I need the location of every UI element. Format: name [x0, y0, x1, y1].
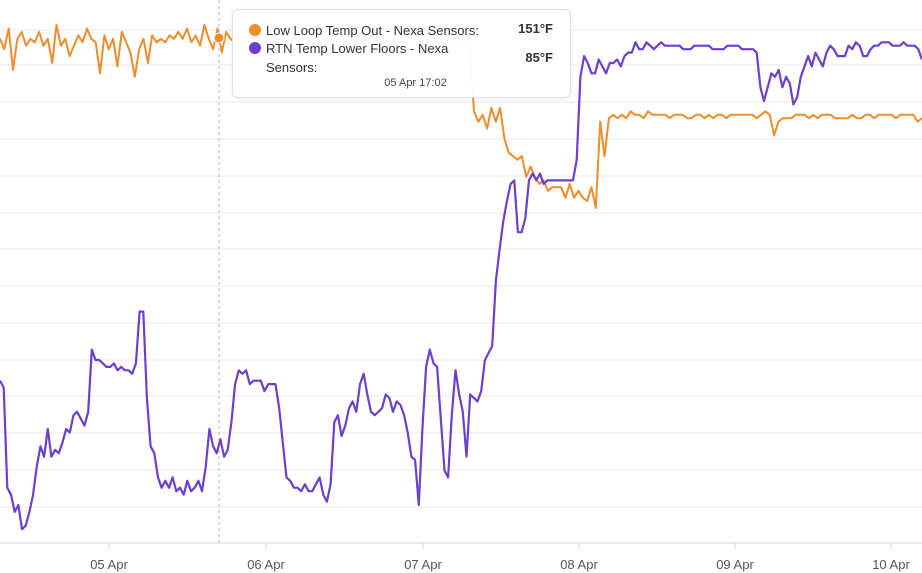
- series-lines: [0, 24, 922, 531]
- series-line-rtn-temp-lower-floors[interactable]: [0, 41, 922, 531]
- tooltip-series-2-value: 85°F: [525, 50, 553, 65]
- x-tick-label: 06 Apr: [247, 557, 285, 572]
- purple-dot-icon: [249, 42, 261, 54]
- x-tick-label: 09 Apr: [716, 557, 754, 572]
- tooltip: Low Loop Temp Out - Nexa Sensors: 151°F …: [232, 9, 571, 98]
- hover-marker-low-loop: [213, 32, 225, 44]
- hover-markers: [213, 32, 225, 44]
- orange-dot-icon: [249, 24, 261, 36]
- tooltip-series-1-value: 151°F: [518, 21, 553, 36]
- tooltip-series-1-label: Low Loop Temp Out - Nexa Sensors:: [266, 23, 479, 38]
- tooltip-timestamp: 05 Apr 17:02: [384, 77, 447, 89]
- tooltip-series-2-label: RTN Temp Lower Floors - Nexa Sensors:: [266, 41, 449, 75]
- grid-lines: [0, 29, 922, 544]
- x-tick-label: 05 Apr: [90, 557, 128, 572]
- x-tick-label: 07 Apr: [404, 557, 442, 572]
- x-tick-label: 08 Apr: [560, 557, 598, 572]
- x-axis: 05 Apr 06 Apr 07 Apr 08 Apr 09 Apr 10 Apr: [90, 543, 910, 572]
- x-tick-label: 10 Apr: [872, 557, 910, 572]
